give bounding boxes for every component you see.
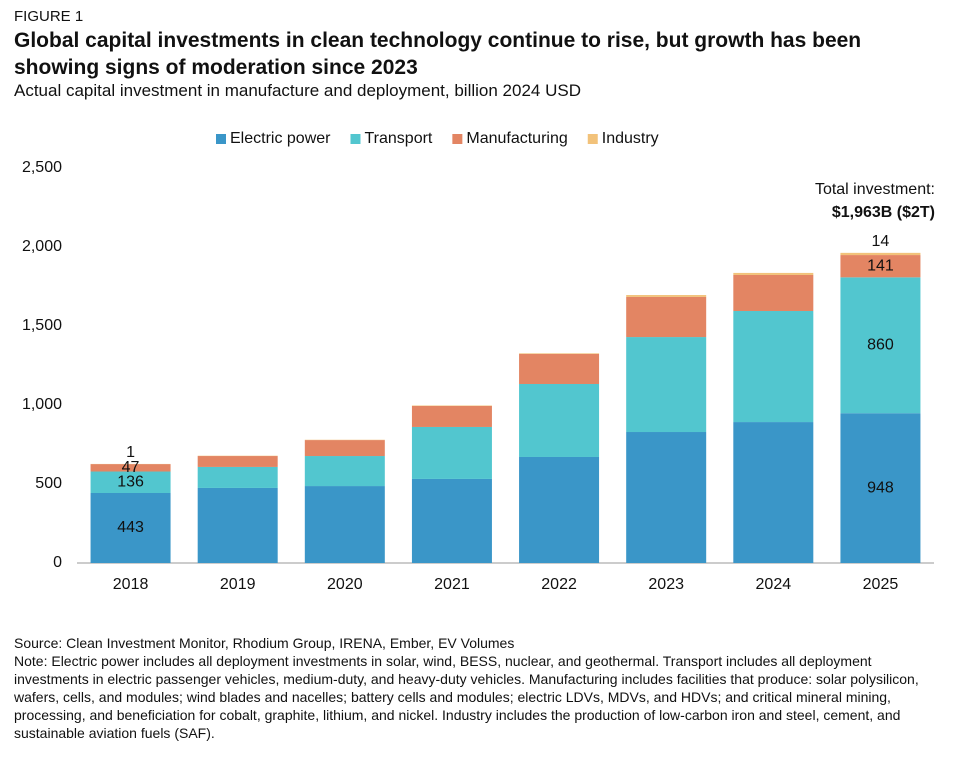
data-label: 443: [117, 519, 144, 536]
source: Source: Clean Investment Monitor, Rhodiu…: [14, 635, 515, 651]
y-tick-label: 2,000: [22, 238, 62, 255]
bar-segment: [197, 466, 278, 488]
legend-swatch: [216, 134, 226, 144]
figure-label: FIGURE 1: [14, 8, 84, 25]
bar-segment: [840, 255, 921, 278]
bar-segment: [304, 440, 385, 457]
bar-segment: [197, 456, 278, 467]
x-tick-label: 2021: [434, 576, 470, 593]
bar-segment: [733, 310, 814, 423]
bar-segment: [733, 272, 814, 275]
x-tick-label: 2020: [327, 576, 363, 593]
bar-segment: [519, 353, 600, 354]
x-tick-label: 2025: [863, 576, 899, 593]
bar-segment: [840, 252, 921, 256]
x-tick-label: 2024: [756, 576, 792, 593]
bar-segment: [197, 487, 278, 563]
bar-segment: [90, 464, 171, 472]
bar-segment: [304, 456, 385, 487]
chart-subtitle: Actual capital investment in manufacture…: [14, 81, 581, 100]
note: Note: Electric power includes all deploy…: [14, 653, 919, 741]
data-label: 136: [117, 473, 144, 490]
y-tick-label: 2,500: [22, 159, 62, 176]
x-tick-label: 2022: [541, 576, 577, 593]
chart: Total investment: $1,963B ($2T) 0 500 1,00…: [22, 130, 935, 593]
header: FIGURE 1 Global capital investments in c…: [14, 8, 944, 101]
annotation: Total investment:: [815, 181, 935, 198]
footer: Source: Clean Investment Monitor, Rhodiu…: [14, 634, 949, 742]
bar-segment: [840, 413, 921, 563]
bar-segment: [626, 296, 707, 338]
chart-title: Global capital investments in clean tech…: [14, 29, 862, 79]
legend-label: Manufacturing: [466, 130, 567, 147]
data-label: 860: [867, 336, 894, 353]
bar-segment: [90, 471, 171, 494]
data-label: 14: [872, 233, 890, 250]
bar-segment: [733, 274, 814, 311]
y-tick-label: 1,000: [22, 396, 62, 413]
bar-segment: [733, 422, 814, 563]
bar-segment: [90, 493, 171, 563]
data-label: 948: [867, 479, 894, 496]
bar-segment: [519, 353, 600, 384]
x-tick-label: 2018: [113, 576, 149, 593]
data-label: 47: [122, 459, 140, 476]
bar-segment: [304, 486, 385, 563]
y-tick-label: 500: [35, 475, 62, 492]
bar-segment: [519, 383, 600, 457]
bar-segment: [411, 478, 492, 563]
legend-swatch: [452, 134, 463, 144]
data-label: 141: [867, 257, 894, 274]
legend-swatch: [587, 134, 598, 144]
y-tick-label: 0: [53, 554, 62, 571]
x-tick-label: 2023: [648, 576, 684, 593]
bar-segment: [411, 405, 492, 427]
y-tick-label: 1,500: [22, 317, 62, 334]
bar-segment: [626, 295, 707, 297]
x-tick-label: 2019: [220, 576, 256, 593]
bar-segment: [840, 277, 921, 414]
bar-segment: [626, 337, 707, 433]
legend-swatch: [350, 134, 361, 144]
data-label: 1: [126, 444, 135, 461]
bar-segment: [519, 456, 600, 563]
legend-label: Electric power: [230, 130, 331, 147]
legend-label: Industry: [602, 130, 659, 147]
bar-segment: [626, 432, 707, 563]
annotation: $1,963B ($2T): [832, 204, 935, 221]
bar-segment: [411, 426, 492, 479]
legend-label: Transport: [364, 130, 432, 147]
